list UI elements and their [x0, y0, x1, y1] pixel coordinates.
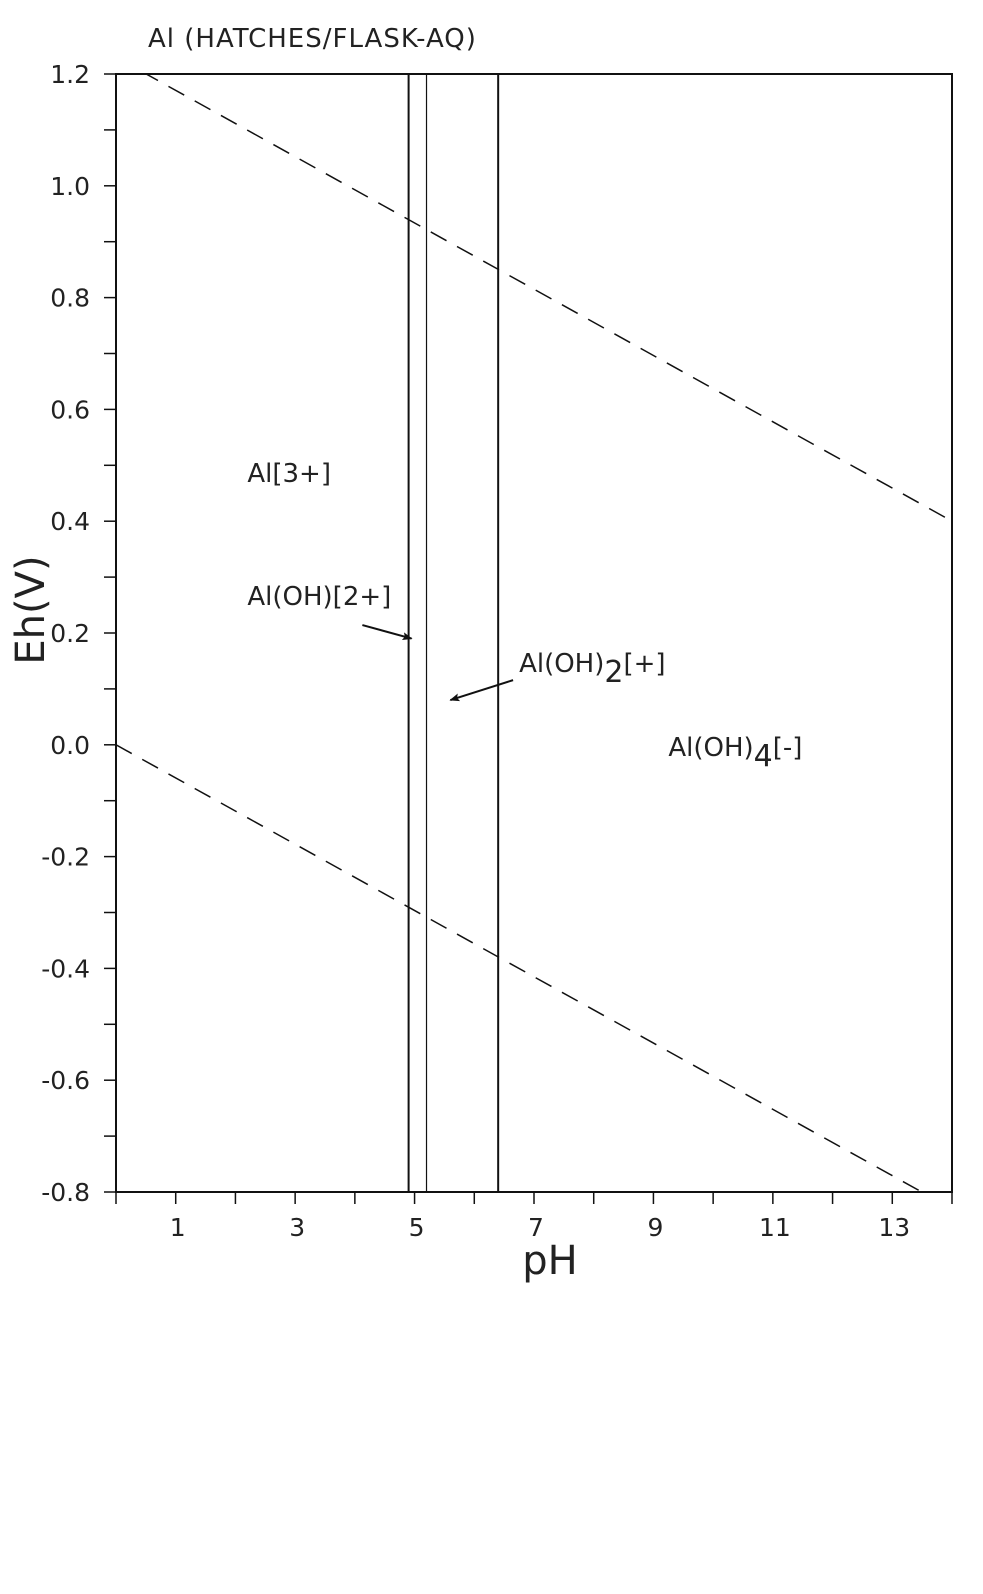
- y-axis-title: Eh(V): [8, 555, 54, 664]
- pointer-arrow: [362, 624, 413, 641]
- x-tick-label: 9: [647, 1213, 663, 1242]
- chart-title: Al (HATCHES/FLASK-AQ): [148, 24, 477, 54]
- subscript: 4: [754, 739, 773, 774]
- water-stability-line: [116, 744, 924, 1192]
- pointer-arrow: [449, 679, 514, 702]
- label-part: Al(OH): [519, 649, 604, 679]
- x-tick-label: 11: [759, 1213, 791, 1242]
- y-tick-label: 0.2: [50, 619, 90, 648]
- subscript: 2: [604, 655, 623, 690]
- x-tick-label: 13: [878, 1213, 910, 1242]
- water-stability-line: [144, 74, 952, 522]
- label-part: Al(OH): [668, 733, 753, 763]
- x-tick-label: 7: [528, 1213, 544, 1242]
- x-tick-label: 3: [289, 1213, 305, 1242]
- y-tick-label: 0.8: [50, 284, 90, 313]
- y-tick-label: -0.6: [41, 1066, 90, 1095]
- y-tick-label: -0.4: [41, 954, 90, 983]
- y-tick-label: 1.2: [50, 60, 90, 89]
- y-tick-label: 0.4: [50, 507, 90, 536]
- label-part: [-]: [773, 733, 803, 763]
- species-label: Al(OH)2[+]: [519, 649, 665, 690]
- species-label: Al[3+]: [247, 459, 331, 489]
- x-tick-label: 5: [409, 1213, 425, 1242]
- y-tick-label: 1.0: [50, 172, 90, 201]
- x-axis-title: pH: [522, 1238, 577, 1284]
- label-part: Al(OH)[2+]: [247, 582, 391, 612]
- y-tick-label: -0.8: [41, 1178, 90, 1207]
- plot-frame: [115, 73, 953, 1193]
- y-tick-label: 0.0: [50, 731, 90, 760]
- y-tick-label: -0.2: [41, 843, 90, 872]
- label-part: Al[3+]: [247, 459, 331, 489]
- y-tick-label: 0.6: [50, 395, 90, 424]
- label-part: [+]: [623, 649, 665, 679]
- x-tick-label: 1: [170, 1213, 186, 1242]
- species-label: Al(OH)4[-]: [668, 733, 802, 774]
- species-label: Al(OH)[2+]: [247, 582, 391, 612]
